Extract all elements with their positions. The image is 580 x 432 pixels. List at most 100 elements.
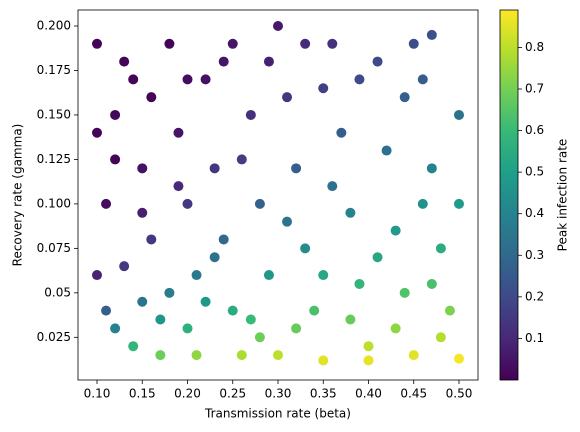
- point: [399, 92, 410, 103]
- point: [155, 350, 166, 361]
- y-tick-label: 0.150: [37, 107, 71, 121]
- point: [435, 243, 446, 254]
- y-axis-label: Recovery rate (gamma): [11, 124, 25, 267]
- point: [92, 270, 103, 281]
- point: [354, 278, 365, 289]
- point: [101, 305, 112, 316]
- point: [119, 56, 130, 67]
- colorbar-tick-label: 0.4: [525, 206, 544, 220]
- point: [291, 163, 302, 174]
- point: [453, 353, 464, 364]
- point: [92, 38, 103, 49]
- colorbar-tick-label: 0.8: [525, 40, 544, 54]
- point: [426, 29, 437, 40]
- x-tick-label: 0.45: [400, 387, 427, 401]
- point: [128, 341, 139, 352]
- colorbar-tick-label: 0.3: [525, 248, 544, 262]
- point: [372, 56, 383, 67]
- point: [273, 350, 283, 361]
- point: [408, 350, 419, 361]
- point: [372, 252, 383, 263]
- point: [110, 109, 121, 120]
- y-tick-label: 0.05: [44, 285, 71, 299]
- point: [354, 74, 365, 85]
- y-tick-label: 0.125: [37, 152, 71, 166]
- y-tick-label: 0.175: [37, 63, 71, 77]
- colorbar-tick-label: 0.7: [525, 81, 544, 95]
- point: [236, 350, 247, 361]
- point: [182, 323, 193, 334]
- point: [209, 252, 220, 263]
- point: [164, 38, 175, 49]
- point: [435, 332, 446, 343]
- point: [263, 56, 274, 67]
- x-axis-label: Transmission rate (beta): [204, 407, 351, 421]
- point: [218, 56, 229, 67]
- point: [363, 355, 374, 366]
- point: [146, 92, 157, 103]
- y-tick-label: 0.075: [37, 241, 71, 255]
- point: [245, 109, 256, 120]
- point: [110, 323, 121, 334]
- point: [381, 145, 392, 156]
- colorbar-tick-label: 0.2: [525, 289, 544, 303]
- point: [318, 355, 329, 366]
- axes-frame: [77, 9, 479, 381]
- point: [390, 323, 401, 334]
- point: [209, 163, 220, 174]
- point: [227, 38, 238, 49]
- point: [363, 341, 374, 352]
- x-tick-label: 0.10: [84, 387, 111, 401]
- point: [417, 198, 428, 209]
- colorbar-label: Peak infection rate: [556, 139, 570, 252]
- x-tick-label: 0.30: [265, 387, 292, 401]
- x-tick-label: 0.50: [446, 387, 473, 401]
- point: [309, 305, 320, 316]
- point: [390, 225, 401, 236]
- point: [453, 198, 464, 209]
- point: [101, 198, 112, 209]
- point: [245, 314, 256, 325]
- point: [291, 323, 302, 334]
- colorbar-tick-label: 0.5: [525, 165, 544, 179]
- point: [254, 198, 265, 209]
- point: [191, 270, 202, 281]
- point: [137, 296, 148, 307]
- point: [300, 38, 311, 49]
- point: [345, 207, 356, 218]
- point: [453, 109, 464, 120]
- point: [191, 350, 202, 361]
- point: [282, 216, 293, 227]
- point: [155, 314, 166, 325]
- point: [236, 154, 247, 165]
- point: [146, 234, 157, 245]
- colorbar: [499, 9, 519, 381]
- point: [345, 314, 356, 325]
- point: [408, 38, 419, 49]
- point: [200, 296, 211, 307]
- y-tick-label: 0.025: [37, 330, 71, 344]
- point: [227, 305, 238, 316]
- colorbar-tick-label: 0.6: [525, 123, 544, 137]
- x-tick-label: 0.40: [355, 387, 382, 401]
- x-tick-label: 0.20: [174, 387, 201, 401]
- x-tick-label: 0.25: [219, 387, 246, 401]
- point: [254, 332, 265, 343]
- point: [164, 287, 175, 298]
- y-tick-label: 0.200: [37, 19, 71, 33]
- point: [336, 127, 347, 138]
- point: [182, 74, 193, 85]
- point: [327, 38, 338, 49]
- point: [263, 270, 274, 281]
- colorbar-tick-label: 0.1: [525, 331, 544, 345]
- point: [173, 127, 184, 138]
- point: [110, 154, 121, 165]
- point: [318, 83, 329, 94]
- point: [282, 92, 293, 103]
- point: [173, 181, 184, 192]
- point: [318, 270, 329, 281]
- point: [444, 305, 455, 316]
- x-tick-label: 0.15: [129, 387, 156, 401]
- point: [119, 261, 130, 272]
